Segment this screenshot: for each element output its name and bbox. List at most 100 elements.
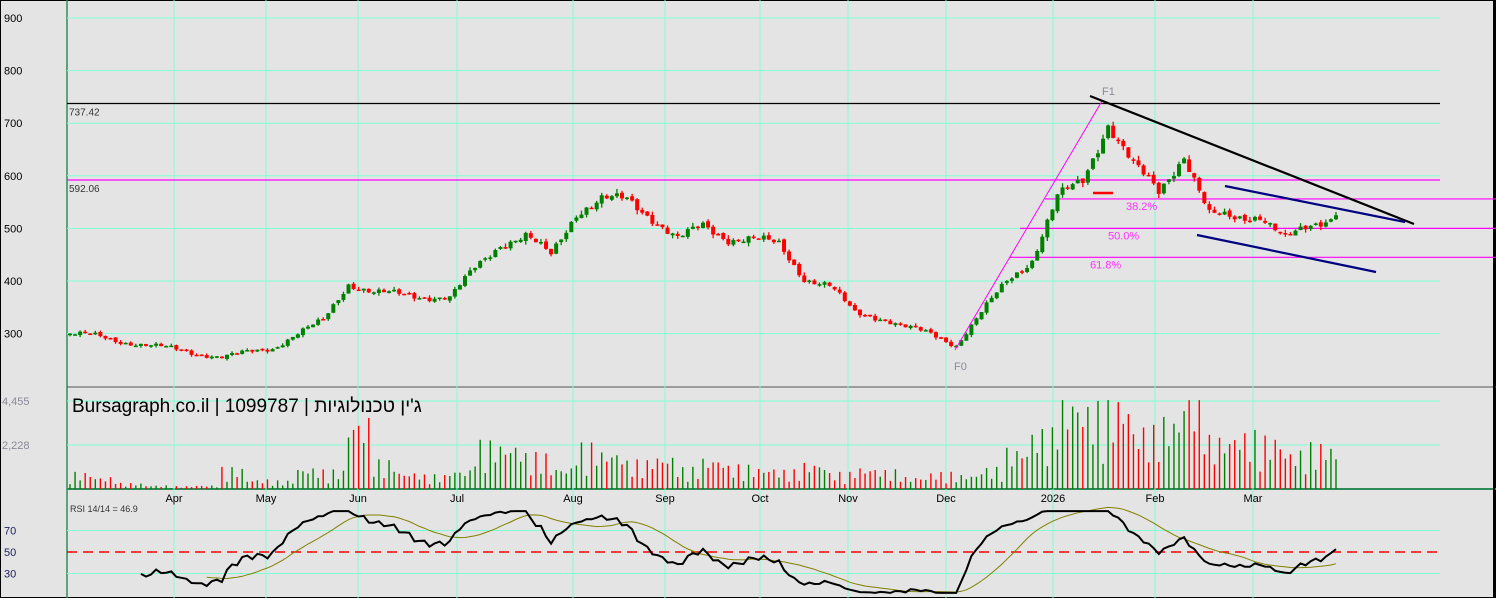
candle-down — [1273, 223, 1278, 231]
candle-up — [1075, 179, 1080, 184]
candle-down — [113, 337, 118, 343]
candle-up — [954, 345, 959, 348]
candle-down — [1227, 210, 1232, 217]
candle-up — [559, 239, 564, 243]
candle-up — [923, 330, 928, 332]
candle-down — [549, 248, 554, 255]
candle-up — [1268, 223, 1273, 225]
candle-up — [154, 343, 159, 346]
candle-up — [979, 312, 984, 320]
candle-up — [807, 280, 812, 282]
candle-up — [1101, 138, 1106, 154]
candle-down — [174, 345, 179, 350]
candle-down — [1156, 182, 1161, 194]
month-label: Feb — [1146, 493, 1165, 505]
candle-up — [73, 334, 78, 336]
candle-up — [974, 318, 979, 325]
candle-up — [761, 235, 766, 240]
candle-up — [457, 285, 462, 290]
candle-down — [1318, 222, 1323, 227]
candle-down — [1126, 147, 1131, 158]
candle-down — [1146, 174, 1151, 177]
candle-down — [381, 289, 386, 293]
candle-down — [1141, 165, 1146, 175]
candle-down — [143, 344, 148, 346]
month-label: Aug — [563, 493, 583, 505]
candle-up — [893, 323, 898, 326]
candle-up — [989, 297, 994, 303]
price-tick-label: 900 — [4, 13, 22, 25]
candle-up — [1030, 260, 1035, 268]
rsi-panel — [140, 506, 1337, 594]
candle-down — [199, 354, 204, 357]
candle-up — [437, 297, 442, 300]
candle-down — [888, 320, 893, 325]
candle-down — [1232, 216, 1237, 220]
candle-down — [1207, 204, 1212, 210]
rsi-label: RSI 14/14 = 46.9 — [70, 504, 138, 514]
candle-down — [655, 224, 660, 226]
candle-down — [852, 304, 857, 311]
candle-down — [650, 214, 655, 224]
candle-up — [1004, 281, 1009, 283]
candle-down — [1217, 213, 1222, 215]
candle-down — [1187, 159, 1192, 172]
candle-up — [371, 292, 376, 294]
candle-up — [346, 284, 351, 294]
candle-down — [619, 192, 624, 199]
month-label: Jul — [450, 493, 464, 505]
candle-down — [88, 333, 93, 336]
candle-down — [179, 349, 184, 351]
candle-up — [523, 232, 528, 241]
candle-down — [721, 233, 726, 240]
candle-up — [493, 250, 498, 258]
candle-up — [731, 240, 736, 245]
candle-up — [1161, 183, 1166, 194]
candle-up — [685, 229, 690, 237]
candle-up — [746, 236, 751, 243]
candle-down — [1258, 216, 1263, 220]
candle-down — [1288, 234, 1293, 236]
candle-up — [280, 345, 285, 348]
candle-up — [133, 345, 138, 348]
price-tick-label: 300 — [4, 329, 22, 341]
candle-up — [230, 353, 235, 355]
chart-title: Bursagraph.co.il | 1099787 | ג'ין טכנולו… — [72, 396, 422, 417]
candle-up — [387, 291, 392, 293]
candle-up — [508, 241, 513, 249]
candle-up — [316, 319, 321, 325]
fib-label: 50.0% — [1108, 230, 1139, 242]
candle-down — [695, 226, 700, 229]
candle-down — [863, 314, 868, 317]
volume-tick-label: 2,228 — [2, 440, 30, 452]
candle-up — [285, 339, 290, 346]
candle-down — [812, 280, 817, 285]
fib-label: 38.2% — [1126, 201, 1157, 213]
candle-up — [1070, 184, 1075, 190]
candle-down — [321, 319, 326, 321]
candle-down — [1278, 231, 1283, 234]
candle-up — [255, 349, 260, 352]
candle-down — [1263, 220, 1268, 223]
candle-up — [1252, 216, 1257, 221]
candle-down — [787, 251, 792, 261]
candle-down — [503, 247, 508, 249]
candle-down — [736, 239, 741, 242]
candle-down — [928, 329, 933, 333]
candle-up — [1085, 170, 1090, 183]
candle-down — [868, 314, 873, 317]
candle-up — [1060, 187, 1065, 195]
candle-down — [1065, 187, 1070, 189]
candle-down — [1080, 178, 1085, 183]
candle-down — [933, 332, 938, 338]
candle-down — [918, 327, 923, 331]
candle-up — [1040, 236, 1045, 253]
candle-up — [432, 298, 437, 302]
candle-up — [1313, 223, 1318, 225]
candle-up — [1293, 230, 1298, 236]
candle-up — [336, 300, 341, 304]
candle-down — [1121, 140, 1126, 147]
candle-down — [98, 332, 103, 337]
candle-up — [1177, 164, 1182, 177]
